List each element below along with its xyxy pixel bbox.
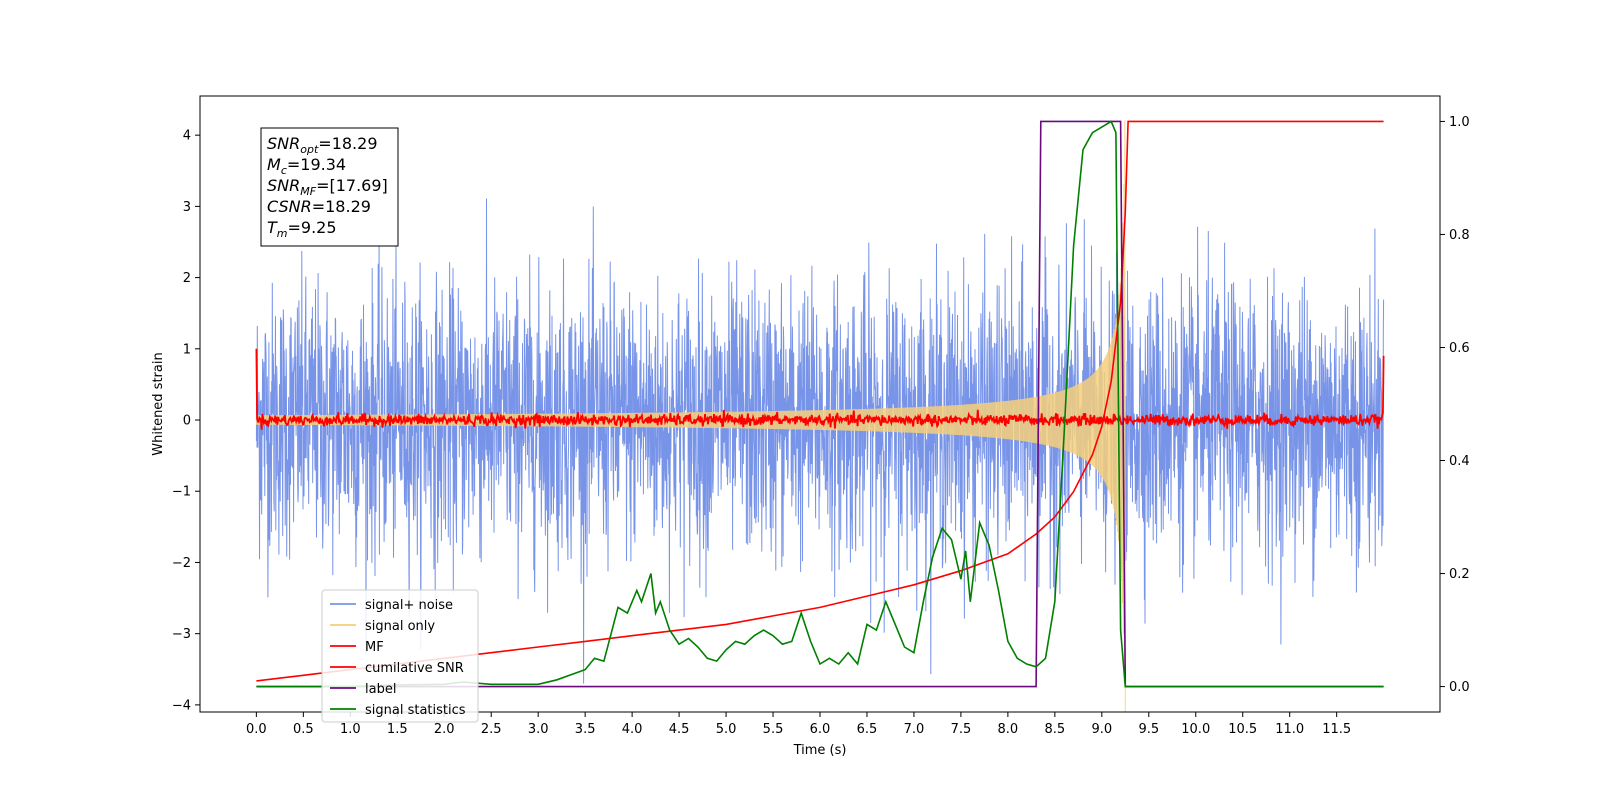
legend-label: label (365, 682, 396, 697)
y2-tick-label: 0.8 (1449, 228, 1470, 243)
y2-tick-label: 0.4 (1449, 454, 1470, 469)
y-tick-label: 1 (183, 342, 191, 357)
legend-label: signal only (365, 619, 435, 634)
annotation-line: SNRopt=18.29 (267, 134, 378, 156)
y-tick-label: −1 (172, 485, 191, 500)
x-tick-label: 9.5 (1138, 722, 1159, 737)
y-tick-label: 4 (183, 129, 191, 144)
x-axis-label: Time (s) (793, 743, 847, 758)
series-signal-statistics (256, 120, 1384, 688)
annotation-line: Tm=9.25 (267, 218, 337, 240)
x-tick-label: 1.5 (387, 722, 408, 737)
y-tick-label: −4 (172, 698, 191, 713)
y2-tick-label: 0.6 (1449, 341, 1470, 356)
series-mf (255, 348, 1385, 430)
y-tick-label: 2 (183, 271, 191, 286)
x-axis: 0.0 0.5 1.0 1.5 2.0 2.5 3.0 3.5 4.0 4.5 5.0 5.5 6.0 6… (246, 712, 1351, 737)
y-axis-left: −4 −3 −2 −1 0 1 2 3 4 (172, 129, 200, 713)
x-tick-label: 0.5 (293, 722, 314, 737)
annotation-line: Mc=19.34 (267, 155, 346, 177)
x-tick-label: 7.5 (951, 722, 972, 737)
x-tick-label: 6.0 (810, 722, 831, 737)
x-tick-label: 5.5 (763, 722, 784, 737)
legend: signal+ noise signal only MF cumilative SNR… (321, 589, 479, 723)
annotation-box: SNRopt=18.29Mc=19.34SNRMF=[17.69]CSNR=18… (260, 127, 399, 247)
y-axis-right: 0.0 0.2 0.4 0.6 0.8 1.0 (1440, 115, 1470, 695)
x-tick-label: 10.5 (1228, 722, 1257, 737)
x-tick-label: 8.0 (998, 722, 1019, 737)
x-tick-label: 11.5 (1322, 722, 1351, 737)
x-tick-label: 7.0 (904, 722, 925, 737)
x-tick-label: 5.0 (716, 722, 737, 737)
y-tick-label: −3 (172, 627, 191, 642)
x-tick-label: 3.5 (575, 722, 596, 737)
x-tick-label: 8.5 (1045, 722, 1066, 737)
legend-label: MF (365, 640, 384, 655)
x-tick-label: 3.0 (528, 722, 549, 737)
x-tick-label: 10.0 (1181, 722, 1210, 737)
x-tick-label: 0.0 (246, 722, 267, 737)
x-tick-label: 6.5 (857, 722, 878, 737)
legend-label: cumilative SNR (365, 661, 464, 676)
x-tick-label: 2.5 (481, 722, 502, 737)
y-tick-label: −2 (172, 556, 191, 571)
x-tick-label: 1.0 (340, 722, 361, 737)
x-tick-label: 11.0 (1275, 722, 1304, 737)
series-signal-only (255, 120, 1126, 712)
x-tick-label: 2.0 (434, 722, 455, 737)
y-tick-label: 3 (183, 200, 191, 215)
x-tick-label: 9.0 (1091, 722, 1112, 737)
legend-label: signal statistics (365, 703, 466, 718)
legend-frame (321, 589, 479, 723)
y2-tick-label: 0.0 (1449, 680, 1470, 695)
y2-tick-label: 1.0 (1449, 115, 1470, 130)
annotation-line: SNRMF=[17.69] (267, 176, 388, 198)
series-signal-noise (255, 198, 1385, 684)
x-tick-label: 4.5 (669, 722, 690, 737)
annotation-line: CSNR=18.29 (267, 197, 371, 216)
y2-tick-label: 0.2 (1449, 567, 1470, 582)
annotation-box-frame (260, 127, 399, 247)
y-axis-label: Whitened strain (151, 352, 166, 455)
legend-label: signal+ noise (365, 598, 453, 613)
x-tick-label: 4.0 (622, 722, 643, 737)
y-tick-label: 0 (183, 414, 191, 429)
